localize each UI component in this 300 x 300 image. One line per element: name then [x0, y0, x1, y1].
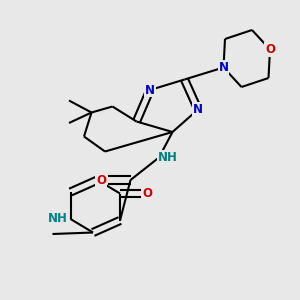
Text: NH: NH [48, 212, 68, 226]
Text: N: N [193, 103, 203, 116]
Text: N: N [218, 61, 229, 74]
Text: N: N [145, 83, 155, 97]
Text: O: O [142, 187, 153, 200]
Text: O: O [265, 43, 275, 56]
Text: NH: NH [158, 151, 178, 164]
Text: O: O [96, 173, 106, 187]
